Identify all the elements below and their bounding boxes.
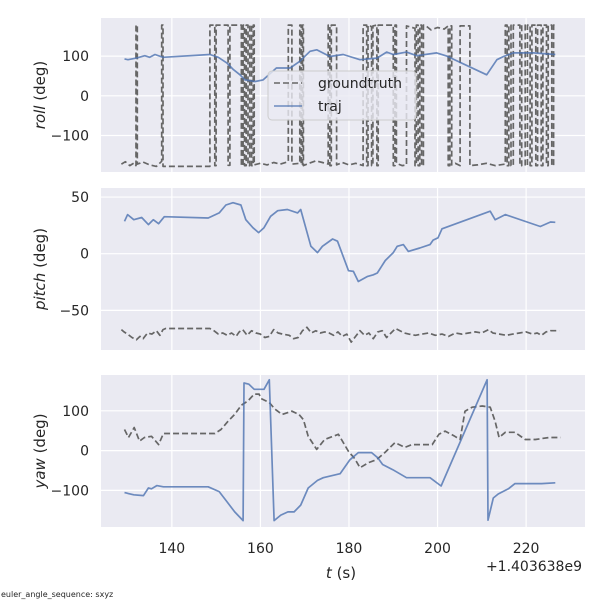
series-groundtruth-yaw xyxy=(123,393,561,469)
y-axis-label: yaw (deg) xyxy=(31,413,49,489)
legend: groundtruth traj xyxy=(267,70,417,121)
series-group xyxy=(120,201,560,343)
y-tick-label: 100 xyxy=(62,49,89,65)
panel-pitch: 50 0 −50 pitch (deg) xyxy=(31,188,585,350)
y-tick-label: −100 xyxy=(51,483,89,499)
series-groundtruth-roll xyxy=(120,24,556,168)
y-axis-label: pitch (deg) xyxy=(31,228,49,311)
series-traj-pitch xyxy=(123,201,556,283)
series-group xyxy=(120,24,556,168)
x-tick-label: 180 xyxy=(336,541,363,557)
legend-box xyxy=(267,70,417,121)
series-traj-yaw xyxy=(124,378,556,522)
x-tick-label: 140 xyxy=(158,541,185,557)
legend-groundtruth-label: groundtruth xyxy=(318,76,402,92)
y-tick-label: −100 xyxy=(51,128,89,144)
x-tick-label: 200 xyxy=(424,541,451,557)
y-tick-label: 100 xyxy=(62,404,89,420)
plot-background xyxy=(101,188,585,350)
series-groundtruth-pitch xyxy=(120,326,560,343)
legend-traj-label: traj xyxy=(318,99,342,115)
y-tick-label: 0 xyxy=(80,89,89,105)
footer-note: euler_angle_sequence: sxyz xyxy=(1,590,113,599)
series-group xyxy=(123,378,561,522)
x-offset-label: +1.403638e9 xyxy=(486,559,582,575)
x-tick-label: 160 xyxy=(247,541,274,557)
series-traj-roll xyxy=(124,48,556,83)
y-tick-label: 50 xyxy=(71,190,89,206)
y-tick-label: 0 xyxy=(80,444,89,460)
x-tick-label: 220 xyxy=(513,541,540,557)
y-tick-label: −50 xyxy=(59,303,89,319)
y-axis-label: roll (deg) xyxy=(31,61,49,129)
y-tick-label: 0 xyxy=(80,247,89,263)
x-axis-label: t (s) xyxy=(326,564,356,582)
